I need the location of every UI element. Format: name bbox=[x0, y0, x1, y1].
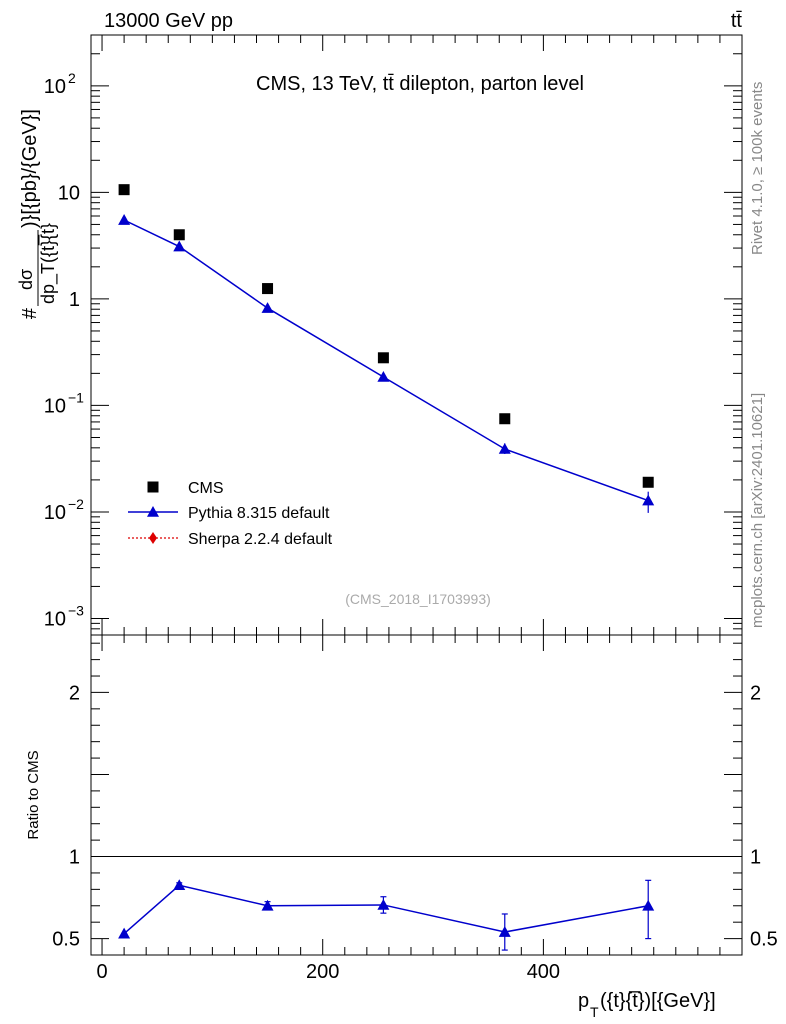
cms-point bbox=[499, 413, 511, 425]
mcplots-label: mcplots.cern.ch [arXiv:2401.10621] bbox=[749, 393, 766, 628]
legend-label: CMS bbox=[188, 480, 224, 497]
ratio-point bbox=[642, 899, 655, 911]
analysis-id: (CMS_2018_I1703993) bbox=[345, 591, 491, 607]
legend-label: Pythia 8.315 default bbox=[188, 505, 330, 522]
energy-label: 13000 GeV pp bbox=[104, 10, 233, 32]
pythia-point bbox=[261, 302, 274, 313]
cms-point bbox=[642, 476, 654, 488]
ratio-point bbox=[377, 898, 390, 910]
xlabel-main: p bbox=[578, 990, 589, 1012]
ratio-point bbox=[261, 899, 274, 911]
chart-title: CMS, 13 TeV, tt̄ dilepton, parton level bbox=[256, 73, 584, 95]
legend-sherpa-marker bbox=[149, 532, 157, 544]
xlabel-rest: ({t}{t̅})[{GeV}] bbox=[600, 990, 716, 1012]
main-y-tick-exponent: −3 bbox=[68, 602, 84, 618]
process-label: tt̄ bbox=[731, 10, 743, 32]
ratio-plot-frame bbox=[90, 634, 743, 956]
cms-point bbox=[262, 283, 274, 295]
ratio-y-tick-label-right: 0.5 bbox=[750, 929, 778, 951]
rivet-label: Rivet 4.1.0, ≥ 100k events bbox=[749, 82, 766, 255]
main-y-tick-label: 10 bbox=[58, 182, 80, 204]
ylabel-denominator: dp_T({t}̅{t} bbox=[38, 223, 59, 304]
ylabel-numerator: dσ bbox=[16, 269, 36, 290]
main-y-tick-exponent: −2 bbox=[68, 496, 84, 512]
x-axis-label: p T ({t}{t̅})[{GeV}] bbox=[578, 990, 716, 1020]
ylabel-prefix: # bbox=[19, 307, 41, 319]
legend-cms-marker bbox=[147, 481, 159, 493]
pythia-point bbox=[377, 370, 390, 382]
pythia-point bbox=[173, 240, 186, 252]
main-y-tick-label: 10 bbox=[44, 76, 66, 98]
pythia-point bbox=[498, 442, 511, 454]
ratio-point bbox=[498, 926, 511, 937]
main-y-tick-label: 10 bbox=[44, 502, 66, 524]
pythia-point bbox=[118, 214, 131, 225]
ratio-y-axis-label: Ratio to CMS bbox=[25, 750, 42, 839]
xlabel-sub: T bbox=[590, 1004, 599, 1020]
ratio-y-tick-label-right: 2 bbox=[750, 682, 761, 704]
main-y-axis-label: # dσ dp_T({t}̅{t} )}[{pb}/{GeV}] bbox=[16, 109, 59, 319]
cms-point bbox=[118, 184, 130, 196]
legend: CMS Pythia 8.315 default Sherpa 2.2.4 defa… bbox=[128, 480, 333, 548]
legend-label: Sherpa 2.2.4 default bbox=[188, 531, 333, 548]
data-layer bbox=[118, 184, 655, 951]
x-tick-label: 0 bbox=[96, 961, 107, 983]
ratio-point bbox=[118, 927, 131, 939]
ratio-y-tick-label: 0.5 bbox=[52, 929, 80, 951]
pythia-point bbox=[642, 494, 655, 506]
ylabel-suffix: )}[{pb}/{GeV}] bbox=[19, 109, 41, 228]
ratio-y-tick-label-right: 1 bbox=[750, 847, 761, 869]
ratio-point bbox=[173, 879, 186, 891]
main-y-tick-label: 10 bbox=[44, 608, 66, 630]
ratio-y-tick-label: 2 bbox=[69, 682, 80, 704]
x-tick-label: 400 bbox=[527, 961, 560, 983]
main-y-tick-label: 1 bbox=[69, 289, 80, 311]
main-y-tick-exponent: −1 bbox=[68, 389, 84, 405]
cms-point bbox=[377, 352, 389, 364]
cms-point bbox=[173, 229, 185, 241]
ratio-y-tick-label: 1 bbox=[69, 847, 80, 869]
x-tick-label: 200 bbox=[306, 961, 339, 983]
pythia-line bbox=[123, 219, 649, 502]
legend-pythia-marker bbox=[147, 506, 159, 517]
main-y-tick-label: 10 bbox=[44, 395, 66, 417]
ratio-line bbox=[123, 884, 649, 935]
main-y-tick-exponent: 2 bbox=[68, 70, 76, 86]
